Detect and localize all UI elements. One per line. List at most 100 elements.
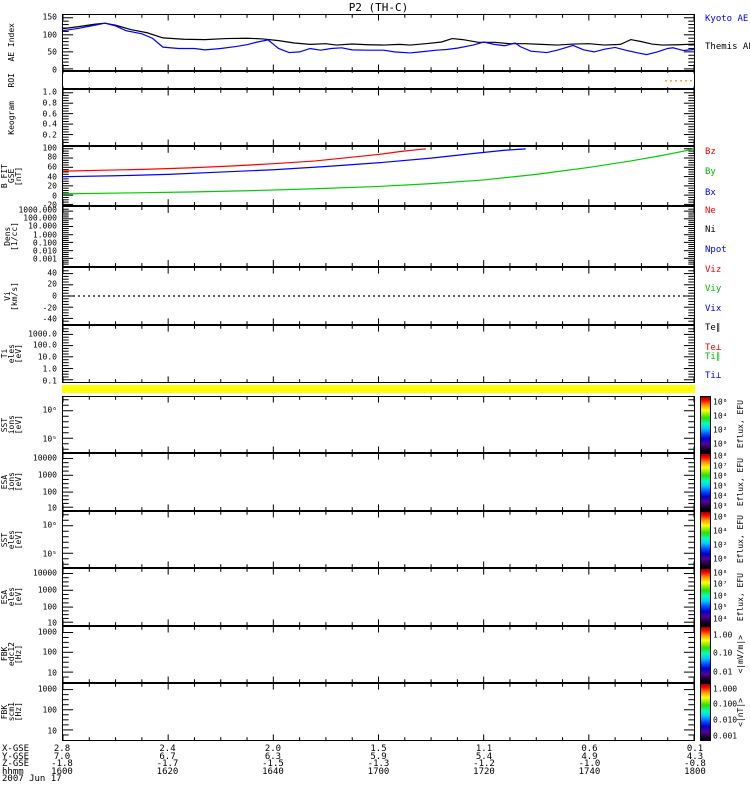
ae-index-plot xyxy=(63,15,694,70)
ytick-label: 100 xyxy=(42,30,57,40)
y-gse-value: 5.4 xyxy=(475,751,493,762)
ytick-label: 80 xyxy=(47,152,57,162)
velocity-plot xyxy=(63,268,694,324)
ytick-label: 10 xyxy=(47,503,57,513)
sst-eles-plot xyxy=(63,512,694,567)
trace-label: Viy xyxy=(705,284,722,295)
ytick-label: 0.1 xyxy=(42,376,57,386)
colorbar-tick-label: 10⁵ xyxy=(713,602,728,612)
ytick-label: 40 xyxy=(47,268,57,278)
fbk-edc12-plot xyxy=(63,627,694,682)
esa-eles-ytick-labels: 10000 1000 100 10 xyxy=(0,568,59,628)
ytick-label: 0 xyxy=(52,65,57,75)
keogram-ytick-labels: 1.0 0.8 0.6 0.4 0.2 xyxy=(0,87,59,146)
temperature-plot xyxy=(63,326,694,382)
ytick-label: 10 xyxy=(47,726,57,736)
ytick-label: 1.0 xyxy=(42,87,57,97)
panel-temperature xyxy=(62,325,695,383)
fbk-scm1-ytick-labels: 1000 100 10 xyxy=(0,683,59,741)
colorbar-tick-label: 0.010 xyxy=(713,715,738,725)
z-gse-value: -1.8 xyxy=(51,759,73,769)
density-ytick-labels: 1000.000 100.000 10.000 1.000 0.100 0.010 0.00… xyxy=(0,206,59,267)
colorbar-tick-label: 0.10 xyxy=(713,648,733,658)
ytick-label: 0 xyxy=(52,191,57,201)
colorbar-tick-label: 10² xyxy=(713,425,728,435)
ytick-label: 1000 xyxy=(37,684,57,694)
ytick-label: 10 xyxy=(47,618,57,628)
b-fit-trace-labels: Bz By Bx xyxy=(703,146,749,206)
ae-index-trace-labels: Kyoto AE Themis AE xyxy=(703,14,750,71)
colorbar-tick-label: 10⁴ xyxy=(713,491,728,501)
panel-keogram xyxy=(62,89,695,146)
ytick-label: 0.001 xyxy=(32,254,57,264)
colorbar-tick-label: 10⁷ xyxy=(713,461,728,471)
sst-ions-ytick-labels: 10⁶ 10⁵ xyxy=(0,396,59,453)
ephemeris-column: 2.0 6.3 -1.5 1640 xyxy=(262,744,284,776)
x-gse-value: 2.4 xyxy=(159,744,176,754)
colorbar-unit: Eflux, EFU xyxy=(736,400,745,449)
ylabel-line: ROI xyxy=(6,72,16,88)
ytick-label: 10⁵ xyxy=(42,549,57,559)
ytick-label: 0.2 xyxy=(42,130,57,140)
ephemeris-column: 1.1 5.4 -1.2 1720 xyxy=(473,744,495,776)
colorbar-sst-eles: 10⁶ 10⁴ 10² 10⁰ Eflux, EFU xyxy=(700,511,750,568)
ephemeris-column: 2.8 7.0 -1.8 1600 xyxy=(51,745,73,777)
z-gse-value: -1.5 xyxy=(262,759,284,769)
trace-label: Bz xyxy=(705,147,716,157)
colorbar-tick-label: 0.01 xyxy=(713,667,733,677)
x-gse-value: 2.0 xyxy=(264,744,282,754)
colorbar-tick-label: 0.001 xyxy=(713,731,738,741)
ytick-label: 100 xyxy=(42,705,57,715)
ytick-label: 10⁶ xyxy=(42,405,57,415)
colorbar-unit: Eflux, EFU xyxy=(736,572,745,622)
ytick-label: 100 xyxy=(42,143,57,153)
y-gse-value: 5.9 xyxy=(370,751,387,762)
colorbar-gradient xyxy=(700,683,711,741)
ytick-label: 10000 xyxy=(32,453,57,463)
x-gse-value: 0.6 xyxy=(581,744,598,754)
trace-label: Ti∥ xyxy=(705,351,721,362)
colorbar-tick-label: 10⁶ xyxy=(713,591,728,601)
ephemeris-column: 1.5 5.9 -1.3 1700 xyxy=(367,745,390,777)
colorbar-tick-label: 10⁶ xyxy=(713,471,728,481)
x-gse-value: 0.1 xyxy=(686,744,704,754)
y-gse-value: 6.3 xyxy=(264,751,282,762)
time-tick-label: 1800 xyxy=(684,766,706,777)
time-tick-label: 1700 xyxy=(367,766,390,777)
colorbar-gradient xyxy=(700,511,711,568)
ytick-label: 0.4 xyxy=(42,119,57,129)
colorbar-tick-label: 10⁰ xyxy=(713,554,728,564)
ytick-label: 50 xyxy=(47,47,57,57)
colorbar-tick-label: 1.00 xyxy=(713,630,733,640)
velocity-ytick-labels: 40 20 0 -20 -40 xyxy=(0,267,59,325)
panel-roi xyxy=(62,71,695,89)
sst-eles-ytick-labels: 10⁶ 10⁵ xyxy=(0,511,59,568)
ytick-label: 0.010 xyxy=(32,246,57,256)
temperature-trace-labels: Te∥ Te⊥ Ti∥ Ti⊥ xyxy=(703,323,749,383)
ytick-label: 40 xyxy=(47,172,57,182)
z-gse-value: -1.3 xyxy=(367,759,390,769)
colorbar-tick-label: 10⁴ xyxy=(713,526,728,536)
y-gse-value: 4.3 xyxy=(686,751,704,762)
ytick-label: 0.6 xyxy=(42,109,57,118)
colorbar-gradient xyxy=(700,453,711,511)
time-tick-label: 1740 xyxy=(578,766,601,777)
ephemeris-column: 0.6 4.9 -1.0 1740 xyxy=(578,744,601,777)
keogram-plot xyxy=(63,90,694,145)
ytick-label: 10000 xyxy=(32,568,57,578)
ytick-label: 100 xyxy=(42,647,57,657)
ephemeris-column: 2.4 6.7 -1.7 1620 xyxy=(157,744,179,776)
x-gse-value: 1.1 xyxy=(475,744,493,754)
colorbar-unit: Eflux, EFU xyxy=(736,515,745,564)
colorbar-gradient xyxy=(700,626,711,683)
trace-label: Ti⊥ xyxy=(705,371,722,382)
time-tick-label: 1600 xyxy=(51,766,73,777)
trace-label: Bx xyxy=(705,187,716,198)
colorbar-tick-label: 10⁷ xyxy=(713,579,728,589)
esa-eles-plot xyxy=(63,569,694,625)
trace-label: Vix xyxy=(705,303,722,314)
ytick-label: 1000 xyxy=(37,470,57,480)
ytick-label: 0.100 xyxy=(32,238,57,248)
ytick-label: 60 xyxy=(47,162,57,172)
